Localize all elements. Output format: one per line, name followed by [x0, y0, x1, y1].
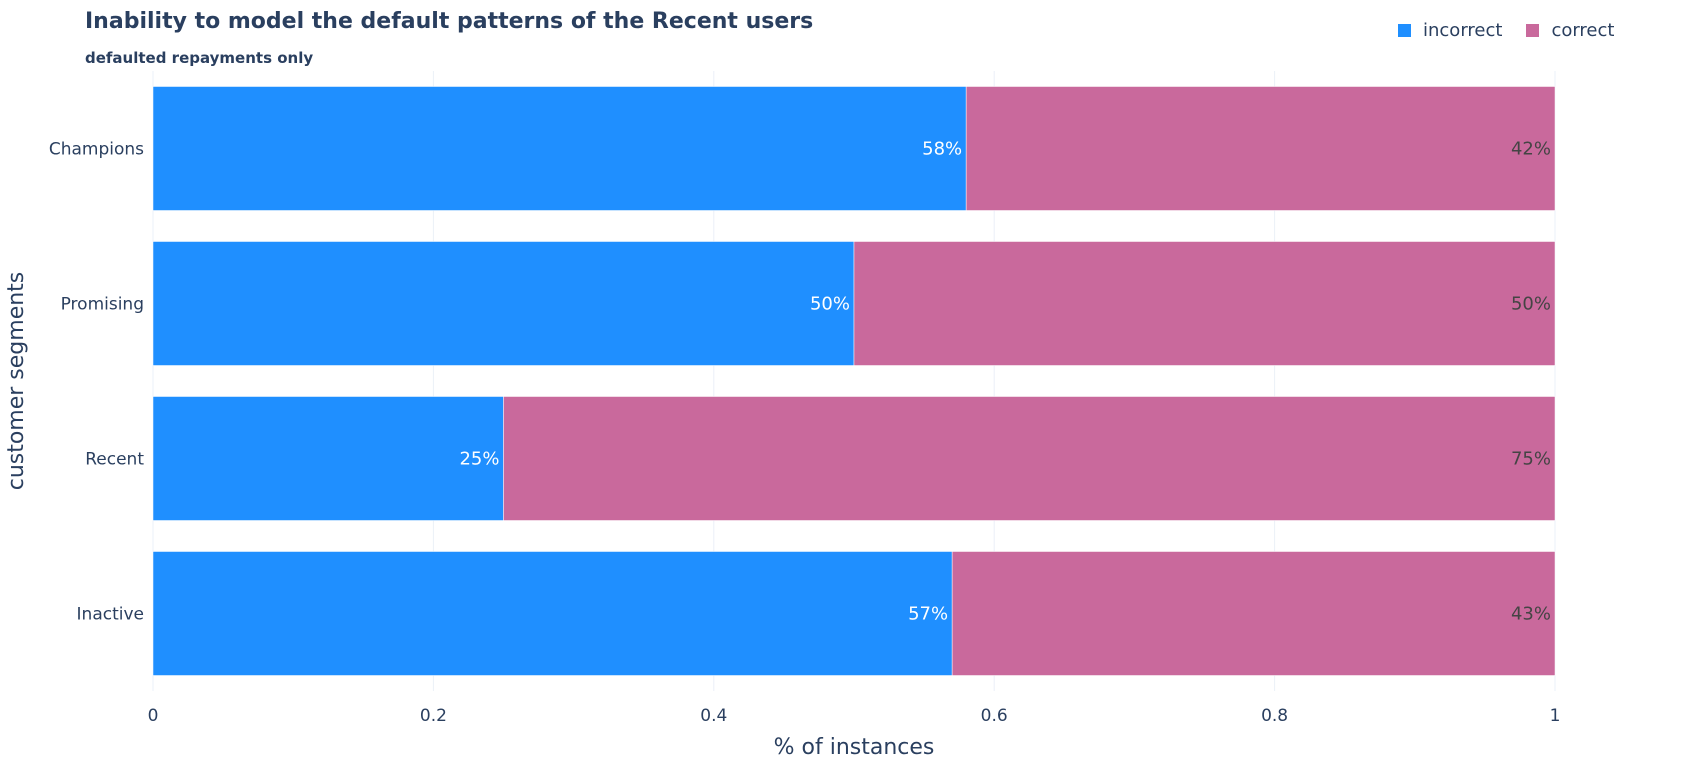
y-tick-label: Promising: [61, 295, 144, 315]
bar-incorrect-recent: [152, 396, 504, 521]
data-label: 42%: [1511, 139, 1551, 160]
data-label: 43%: [1511, 604, 1551, 625]
x-axis-title: % of instances: [774, 735, 935, 760]
bar-incorrect-promising: [152, 241, 855, 366]
x-tick-label: 0.8: [1261, 706, 1288, 726]
bar-correct-champions: [965, 86, 1556, 211]
y-tick-label: Recent: [85, 450, 144, 470]
data-label: 75%: [1511, 449, 1551, 470]
legend-item-incorrect[interactable]: incorrect: [1398, 20, 1502, 41]
bar-incorrect-inactive: [152, 551, 953, 676]
chart-subtitle: defaulted repayments only: [85, 49, 314, 67]
legend-swatch-incorrect: [1398, 24, 1411, 37]
bar-correct-inactive: [951, 551, 1556, 676]
x-tick-label: 0.2: [420, 706, 447, 726]
y-tick-label: Champions: [49, 140, 144, 160]
data-label: 58%: [922, 139, 962, 160]
legend: incorrect correct: [1398, 20, 1638, 41]
bar-correct-promising: [853, 241, 1556, 366]
data-label: 50%: [810, 294, 850, 315]
legend-swatch-correct: [1526, 24, 1540, 37]
x-tick-label: 0: [148, 706, 159, 726]
y-tick-label: Inactive: [77, 605, 144, 625]
legend-label-correct: correct: [1551, 20, 1615, 41]
data-label: 25%: [459, 449, 499, 470]
bar-correct-recent: [503, 396, 1556, 521]
legend-label-incorrect: incorrect: [1423, 20, 1503, 41]
bar-incorrect-champions: [152, 86, 967, 211]
x-tick-label: 0.4: [700, 706, 727, 726]
legend-item-correct[interactable]: correct: [1526, 20, 1614, 41]
data-label: 50%: [1511, 294, 1551, 315]
y-axis-title: customer segments: [4, 272, 29, 491]
x-tick-label: 0.6: [981, 706, 1008, 726]
data-label: 57%: [908, 604, 948, 625]
chart-title: Inability to model the default patterns …: [85, 9, 814, 34]
x-tick-label: 1: [1550, 706, 1561, 726]
